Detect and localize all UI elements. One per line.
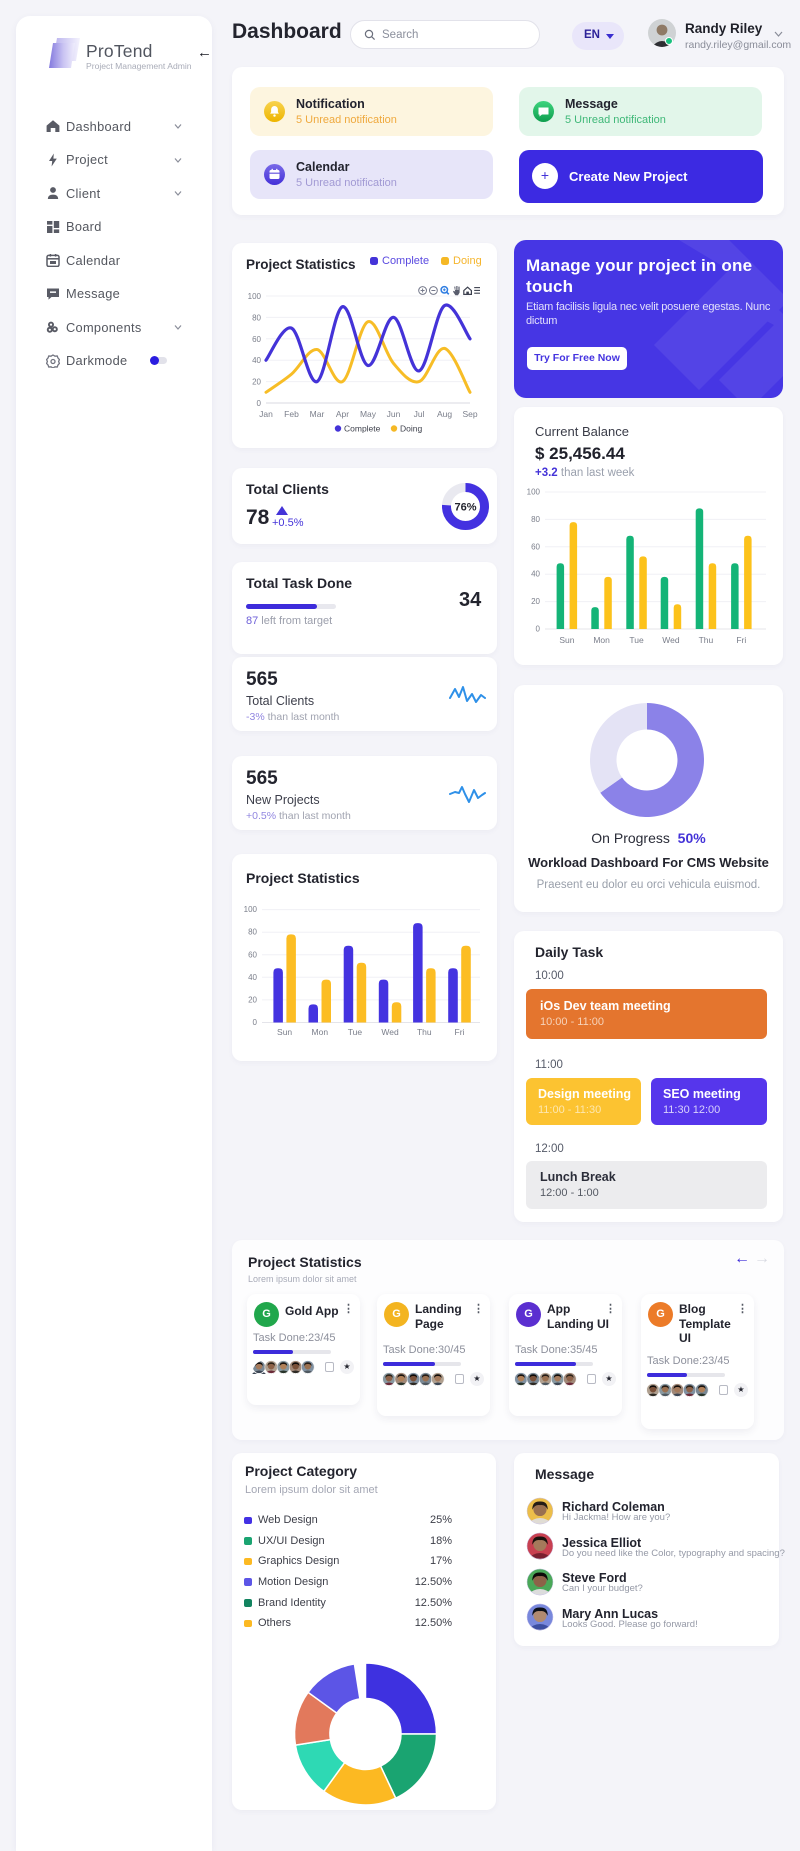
svg-text:60: 60 [248, 950, 257, 959]
svg-text:Doing: Doing [400, 424, 422, 434]
svg-text:0: 0 [253, 1018, 258, 1027]
svg-text:20: 20 [248, 995, 257, 1004]
svg-text:Aug: Aug [437, 409, 452, 419]
svg-text:80: 80 [252, 313, 261, 322]
svg-text:Fri: Fri [736, 635, 746, 645]
svg-text:Wed: Wed [381, 1027, 399, 1037]
svg-text:100: 100 [248, 292, 262, 301]
svg-text:76%: 76% [454, 502, 476, 514]
svg-text:40: 40 [248, 973, 257, 982]
svg-text:Sun: Sun [277, 1027, 292, 1037]
svg-text:Complete: Complete [344, 424, 381, 434]
svg-text:40: 40 [531, 570, 540, 579]
svg-text:60: 60 [531, 542, 540, 551]
svg-text:Thu: Thu [699, 635, 714, 645]
svg-text:0: 0 [257, 399, 262, 408]
svg-text:100: 100 [244, 905, 258, 914]
svg-text:Sun: Sun [559, 635, 574, 645]
svg-text:Mon: Mon [312, 1027, 329, 1037]
svg-text:0: 0 [536, 625, 541, 634]
svg-text:80: 80 [531, 515, 540, 524]
svg-text:Thu: Thu [417, 1027, 432, 1037]
svg-text:Jul: Jul [414, 409, 425, 419]
svg-text:Apr: Apr [336, 409, 349, 419]
svg-text:Tue: Tue [348, 1027, 363, 1037]
svg-text:Mar: Mar [310, 409, 325, 419]
svg-text:Fri: Fri [455, 1027, 465, 1037]
svg-text:100: 100 [527, 488, 541, 497]
svg-text:Sep: Sep [462, 409, 477, 419]
svg-text:May: May [360, 409, 377, 419]
svg-text:80: 80 [248, 928, 257, 937]
svg-text:Feb: Feb [284, 409, 299, 419]
svg-text:60: 60 [252, 335, 261, 344]
svg-text:20: 20 [531, 597, 540, 606]
svg-text:Wed: Wed [662, 635, 680, 645]
svg-text:Jun: Jun [387, 409, 401, 419]
svg-text:20: 20 [252, 378, 261, 387]
svg-text:40: 40 [252, 356, 261, 365]
svg-text:Jan: Jan [259, 409, 273, 419]
svg-text:Tue: Tue [629, 635, 644, 645]
svg-text:Mon: Mon [593, 635, 610, 645]
